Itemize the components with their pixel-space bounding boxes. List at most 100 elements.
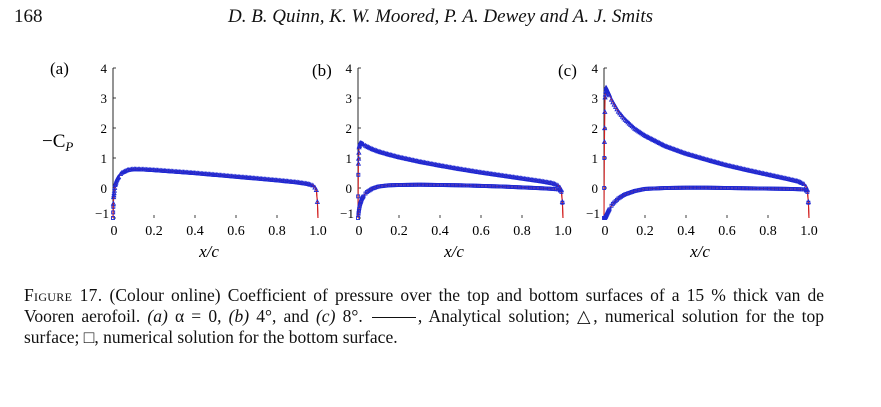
square-marker [799,187,804,192]
panel-label: (c) [558,61,577,80]
square-marker [356,216,360,220]
x-tick-label: 1.0 [800,224,818,239]
x-tick-label: 0 [111,224,118,239]
triangle-marker [601,125,608,131]
y-tick-label: 2 [592,121,599,136]
y-tick-label: 0 [346,181,353,196]
caption-legend-analytical: , Analytical solution; [417,306,577,326]
triangle-marker [614,106,620,112]
y-tick-label: 4 [346,61,353,76]
x-axis-label: x/c [443,242,464,261]
square-marker [602,216,606,220]
y-tick-label: 2 [346,121,353,136]
x-tick-label: 0.8 [513,224,531,239]
x-tick-label: 0 [602,224,609,239]
square-marker [111,216,115,220]
square-marker [356,194,361,199]
caption-legend-top: , numerical solution for the top surface… [24,306,825,347]
square-icon: □ [83,327,95,347]
y-tick-label: 4 [101,61,108,76]
y-tick-label: 3 [101,91,108,106]
x-tick-label: 0.2 [636,224,654,239]
triangle-marker [602,94,608,100]
triangle-marker [115,174,122,179]
x-tick-label: 0.6 [227,224,245,239]
x-tick-label: 0.8 [268,224,286,239]
x-tick-label: 0.6 [472,224,490,239]
x-tick-label: 0.4 [431,224,449,239]
square-marker [806,200,811,205]
y-tick-label: 3 [592,91,599,106]
y-tick-label: 3 [346,91,353,106]
square-marker [356,172,361,177]
caption-eq-c: 8°. [335,306,370,326]
caption-eq-a: α = 0, [167,306,229,326]
page-number: 168 [14,6,43,27]
triangle-marker [112,185,118,190]
x-tick-label: 1.0 [554,224,572,239]
triangle-marker [310,182,316,188]
triangle-marker [601,138,608,144]
triangle-marker [805,198,812,204]
square-marker [607,207,612,212]
caption-panel-a: (a) [147,306,168,326]
y-tick-label: 1 [101,151,108,166]
square-marker [111,204,116,209]
x-tick-label: 0 [356,224,363,239]
y-tick-label: 4 [592,61,599,76]
x-tick-label: 0.6 [718,224,736,239]
running-head: D. B. Quinn, K. W. Moored, P. A. Dewey a… [227,6,653,27]
y-tick-label: 2 [101,121,108,136]
triangle-marker [312,184,318,190]
caption-panel-b: (b) [228,306,250,326]
y-tick-label: 0 [592,181,599,196]
triangle-marker [559,198,566,204]
y-tick-label: 1 [346,151,353,166]
triangle-marker [555,182,561,188]
square-marker [553,187,558,192]
figure-label: Figure 17. [24,285,103,305]
y-axis-label: −CP [42,131,73,154]
square-marker [602,186,607,190]
analytical-line-top [603,85,810,219]
x-tick-label: 0.2 [390,224,408,239]
triangle-marker [313,187,320,192]
figure-caption: Figure 17. (Colour online) Coefficient o… [24,285,824,348]
triangle-marker [612,104,619,109]
triangle-marker [606,92,613,98]
square-marker [602,156,607,160]
analytical-line-bottom [357,184,564,219]
caption-legend-bottom: , numerical solution for the bottom surf… [94,327,398,347]
triangle-marker [360,141,367,147]
triangle-marker [553,181,559,187]
y-tick-label: −1 [586,206,600,221]
triangle-marker [611,101,617,107]
triangle-marker [355,160,362,166]
panel-label: (b) [312,61,332,80]
square-marker [360,195,365,200]
y-tick-label: 0 [101,181,108,196]
caption-panel-c: (c) [315,306,336,326]
y-tick-label: −1 [95,206,109,221]
x-tick-label: 0.8 [759,224,777,239]
x-axis-label: x/c [689,242,710,261]
y-tick-label: 1 [592,151,599,166]
triangle-marker [803,183,809,189]
triangle-marker [111,190,117,196]
triangle-icon: △ [577,306,594,326]
y-tick-label: −1 [340,206,354,221]
triangle-marker [355,155,362,161]
x-axis-label: x/c [198,242,219,261]
square-marker [559,189,564,194]
triangle-marker [799,180,805,185]
legend-line-icon [371,317,416,319]
square-marker [560,200,565,205]
triangle-marker [314,198,321,204]
triangle-marker [608,96,615,102]
x-tick-label: 0.2 [145,224,163,239]
x-tick-label: 0.4 [677,224,695,239]
caption-text: (Colour online) Coefficient of pressure … [24,285,824,326]
panel-label: (a) [50,59,69,78]
square-marker [111,210,116,215]
